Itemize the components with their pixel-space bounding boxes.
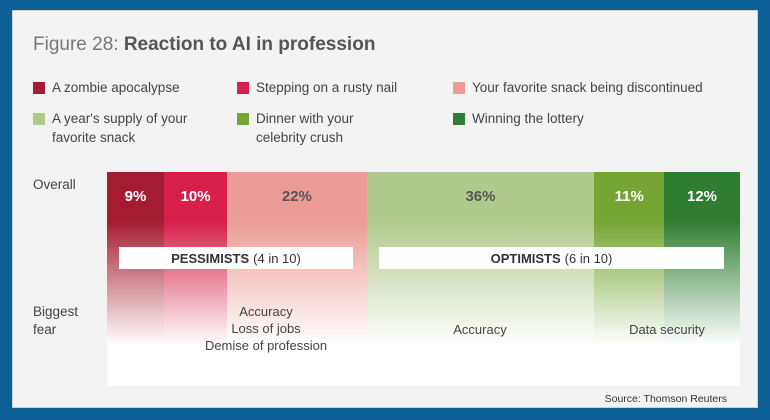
legend-label: A year's supply of your favorite snack <box>52 109 187 147</box>
row-label-fear-line: Biggest <box>33 304 79 319</box>
pessimists-label: PESSIMISTS <box>171 250 250 266</box>
stacked-bar-chart: PESSIMISTS (4 in 10) OPTIMISTS (6 in 10)… <box>107 172 740 386</box>
row-label-biggest-fear: Biggest fear <box>33 303 78 339</box>
pessimists-detail: (4 in 10) <box>253 250 301 266</box>
row-label-overall: Overall <box>33 177 76 192</box>
legend-swatch <box>237 113 249 125</box>
pessimists-fears: Accuracy Loss of jobs Demise of professi… <box>186 303 346 354</box>
bar-segment: 36% <box>366 172 595 221</box>
legend-swatch <box>453 113 465 125</box>
optimists-label: OPTIMISTS <box>490 250 561 266</box>
legend-swatch <box>453 82 465 94</box>
legend-label-line: A zombie apocalypse <box>52 80 180 95</box>
bar-segment: 12% <box>664 172 740 221</box>
legend-label-line: celebrity crush <box>256 130 344 145</box>
pessimists-badge: PESSIMISTS (4 in 10) <box>119 247 353 269</box>
legend-label-line: Dinner with your <box>256 111 354 126</box>
legend-label-line: A year's supply of your <box>52 111 188 126</box>
bar-segment: 9% <box>107 172 164 221</box>
figure-panel: Figure 28: Reaction to AI in profession … <box>12 10 758 408</box>
row-label-fear-line: fear <box>33 322 57 337</box>
legend-label-line: Winning the lottery <box>472 111 584 126</box>
figure-title: Figure 28: Reaction to AI in profession <box>33 34 375 56</box>
legend-label-line: favorite snack <box>52 130 136 145</box>
legend-label-line: Your favorite snack being discontinued <box>472 80 703 95</box>
legend-swatch <box>33 113 45 125</box>
legend-label-line: Stepping on a rusty nail <box>256 80 398 95</box>
bar-value-label: 9% <box>124 188 147 205</box>
legend-label: Dinner with your celebrity crush <box>256 109 354 147</box>
fear-item: Demise of profession <box>204 338 328 353</box>
bar-fade <box>664 221 740 386</box>
legend-label: Your favorite snack being discontinued <box>472 78 703 97</box>
optimists-badge: OPTIMISTS (6 in 10) <box>379 247 724 269</box>
optimists-detail: (6 in 10) <box>564 250 613 266</box>
bar-segment: 10% <box>163 172 228 221</box>
bar-value-label: 11% <box>614 188 644 205</box>
fear-item: Loss of jobs <box>231 321 301 336</box>
optimists-fear-accuracy: Accuracy <box>453 322 507 337</box>
bar-value-label: 36% <box>465 188 496 205</box>
optimists-fear-data-security: Data security <box>629 322 705 337</box>
legend-swatch <box>33 82 45 94</box>
bar-value-label: 22% <box>281 188 312 205</box>
fear-item: Accuracy <box>239 304 293 319</box>
legend-label: A zombie apocalypse <box>52 78 180 97</box>
bar-segment: 22% <box>227 172 367 221</box>
bar-value-label: 10% <box>180 188 211 205</box>
source-note: Source: Thomson Reuters <box>604 393 727 405</box>
legend-label: Winning the lottery <box>472 109 584 128</box>
bar-fade <box>594 221 665 386</box>
bar-value-label: 12% <box>686 188 718 205</box>
figure-title-text: Reaction to AI in profession <box>123 34 376 55</box>
bar-segment: 11% <box>594 172 665 221</box>
legend-label: Stepping on a rusty nail <box>256 78 397 97</box>
legend-swatch <box>237 82 249 94</box>
bar-fade <box>107 221 164 386</box>
figure-number: Figure 28: <box>33 34 119 55</box>
bar-fade <box>366 221 595 386</box>
